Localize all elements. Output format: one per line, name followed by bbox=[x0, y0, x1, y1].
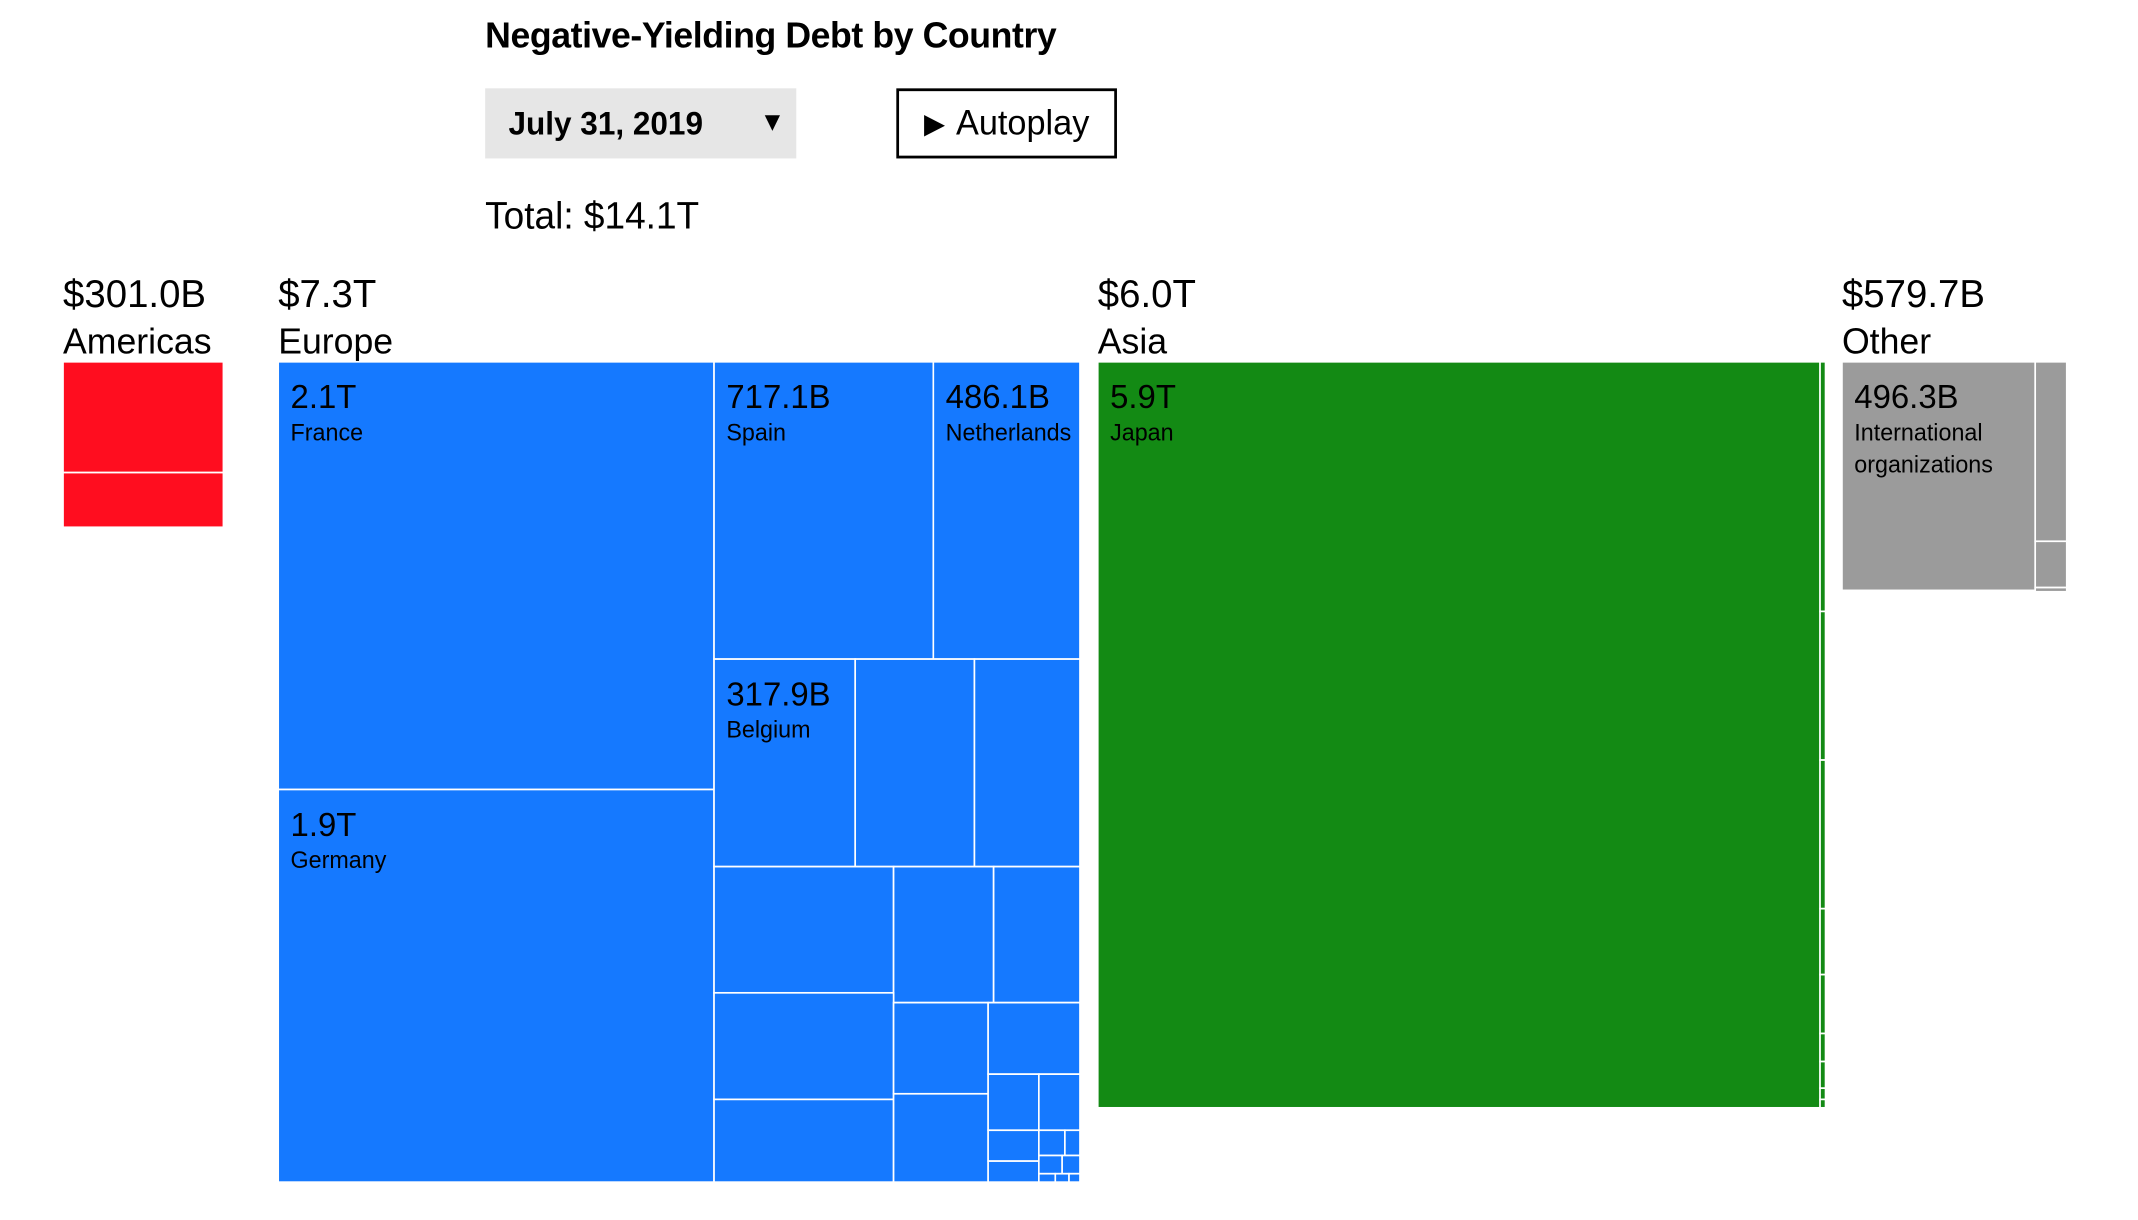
treemap-cell-europe-18[interactable] bbox=[987, 1160, 1040, 1183]
date-dropdown[interactable]: July 31, 2019 ▼ bbox=[485, 88, 797, 159]
treemap-cell-europe-16[interactable] bbox=[1038, 1073, 1081, 1132]
treemap-cell-asia-8[interactable] bbox=[1819, 1087, 1827, 1101]
region-total-europe: $7.3T bbox=[278, 272, 377, 316]
treemap-cell-international-organizations[interactable] bbox=[1841, 360, 2037, 592]
treemap-cell-spain[interactable] bbox=[713, 360, 935, 660]
region-total-asia: $6.0T bbox=[1097, 272, 1196, 316]
region-name-other: Other bbox=[1841, 319, 1932, 362]
region-header-other: $579.7B Other bbox=[1842, 272, 1985, 365]
treemap-cell-europe-10[interactable] bbox=[713, 991, 895, 1101]
total-label: Total: bbox=[485, 194, 574, 237]
play-icon: ▶ bbox=[923, 108, 946, 140]
treemap-cell-europe-19[interactable] bbox=[1038, 1129, 1066, 1157]
treemap-cell-other-3[interactable] bbox=[2034, 586, 2068, 593]
treemap-cell-europe-15[interactable] bbox=[987, 1073, 1040, 1132]
treemap-cell-europe-24[interactable] bbox=[1054, 1172, 1070, 1183]
treemap-cell-europe-7[interactable] bbox=[713, 865, 895, 994]
treemap-region-other bbox=[1841, 360, 2068, 593]
treemap-cell-americas-0[interactable] bbox=[62, 360, 225, 474]
treemap-cell-europe-17[interactable] bbox=[987, 1129, 1040, 1162]
region-name-americas: Americas bbox=[63, 319, 212, 362]
treemap-cell-asia-7[interactable] bbox=[1819, 1060, 1827, 1090]
treemap-cell-asia-2[interactable] bbox=[1819, 610, 1827, 761]
treemap-cell-europe-5[interactable] bbox=[854, 658, 976, 868]
treemap-cell-europe-6[interactable] bbox=[973, 658, 1081, 868]
date-dropdown-value: July 31, 2019 bbox=[508, 104, 704, 141]
treemap-cell-asia-3[interactable] bbox=[1819, 759, 1827, 910]
treemap-region-europe bbox=[277, 360, 1081, 1183]
treemap-cell-asia-4[interactable] bbox=[1819, 907, 1827, 976]
treemap-cell-netherlands[interactable] bbox=[932, 360, 1081, 660]
treemap-cell-europe-25[interactable] bbox=[1068, 1172, 1081, 1183]
treemap-cell-asia-5[interactable] bbox=[1819, 973, 1827, 1035]
region-total-other: $579.7B bbox=[1841, 272, 1985, 316]
treemap-cell-germany[interactable] bbox=[277, 788, 715, 1183]
treemap-region-americas bbox=[62, 360, 225, 529]
treemap-cell-asia-6[interactable] bbox=[1819, 1032, 1827, 1063]
region-name-europe: Europe bbox=[278, 319, 394, 362]
treemap-cell-other-1[interactable] bbox=[2034, 360, 2068, 543]
total-readout: Total: $14.1T bbox=[485, 195, 699, 238]
treemap-cell-europe-14[interactable] bbox=[892, 1092, 989, 1183]
autoplay-label: Autoplay bbox=[955, 103, 1090, 143]
chart-title: Negative-Yielding Debt by Country bbox=[485, 14, 1057, 57]
region-header-asia: $6.0T Asia bbox=[1098, 272, 1196, 365]
total-value: $14.1T bbox=[583, 194, 700, 237]
region-name-asia: Asia bbox=[1097, 319, 1168, 362]
treemap-cell-france[interactable] bbox=[277, 360, 715, 791]
treemap-cell-asia-1[interactable] bbox=[1819, 360, 1827, 613]
region-header-americas: $301.0B Americas bbox=[63, 272, 212, 365]
treemap-cell-europe-8[interactable] bbox=[892, 865, 995, 1004]
treemap-cell-other-2[interactable] bbox=[2034, 540, 2068, 589]
treemap-cell-asia-9[interactable] bbox=[1819, 1098, 1827, 1109]
autoplay-button[interactable]: ▶ Autoplay bbox=[896, 88, 1117, 159]
treemap-cell-europe-22[interactable] bbox=[1061, 1154, 1081, 1175]
treemap-cell-europe-9[interactable] bbox=[992, 865, 1081, 1004]
chevron-down-icon: ▼ bbox=[759, 107, 786, 138]
treemap-cell-japan[interactable] bbox=[1096, 360, 1821, 1109]
treemap-cell-europe-21[interactable] bbox=[1038, 1154, 1063, 1175]
treemap-cell-belgium[interactable] bbox=[713, 658, 857, 868]
treemap-cell-europe-20[interactable] bbox=[1064, 1129, 1081, 1157]
treemap-cell-europe-12[interactable] bbox=[892, 1001, 989, 1095]
treemap-cell-europe-23[interactable] bbox=[1038, 1172, 1057, 1183]
region-total-americas: $301.0B bbox=[63, 272, 207, 316]
treemap-cell-americas-1[interactable] bbox=[62, 471, 225, 529]
treemap-cell-europe-11[interactable] bbox=[713, 1098, 895, 1183]
treemap-cell-europe-13[interactable] bbox=[987, 1001, 1081, 1076]
treemap-region-asia bbox=[1096, 360, 1827, 1109]
region-header-europe: $7.3T Europe bbox=[278, 272, 393, 365]
